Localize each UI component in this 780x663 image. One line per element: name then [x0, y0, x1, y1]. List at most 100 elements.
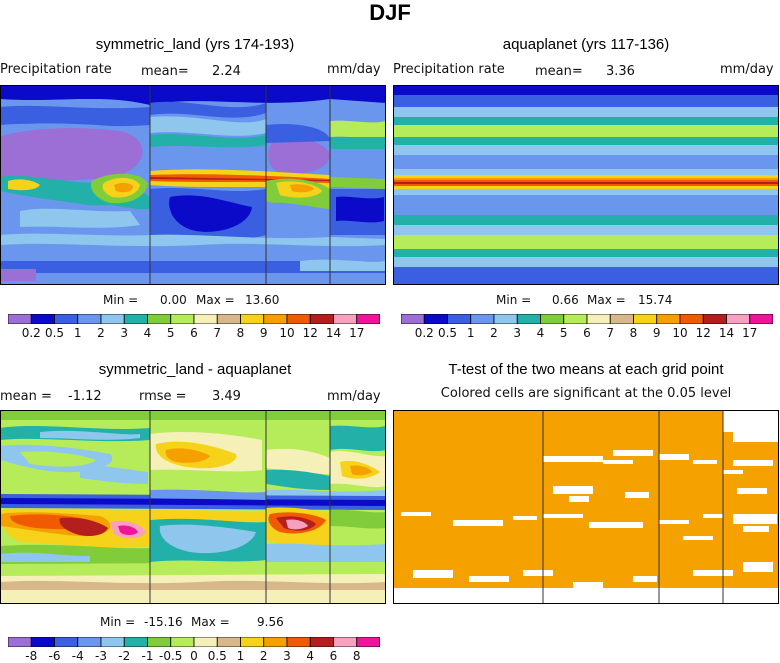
colorbar-box: [633, 314, 658, 324]
colorbar-tick-label: 8: [236, 326, 245, 340]
colorbar-box: [470, 314, 495, 324]
panel2-heatmap: [393, 85, 779, 285]
panel3-max-label: Max =: [191, 615, 230, 629]
colorbar-tick-label: 2: [259, 649, 268, 663]
colorbar-box: [30, 637, 55, 647]
colorbar-tick-label: 12: [302, 326, 318, 340]
panel1-contours: [0, 85, 386, 285]
panel1-max-value: 13.60: [245, 293, 280, 307]
colorbar-box: [309, 637, 334, 647]
colorbar-tick-label: 2: [490, 326, 498, 340]
colorbar-tick-label: 6: [583, 326, 591, 340]
colorbar-tick-label: -3: [95, 649, 107, 663]
colorbar-tick-label: 4: [143, 326, 152, 340]
colorbar-tick-label: 0.5: [44, 326, 65, 340]
colorbar-box: [123, 314, 148, 324]
colorbar-box: [170, 314, 195, 324]
colorbar-box: [356, 314, 380, 324]
panel1-units: mm/day: [327, 62, 381, 77]
colorbar-tick-label: 0.5: [437, 326, 458, 340]
panel4-significance-map: [393, 410, 779, 604]
colorbar-box: [423, 314, 448, 324]
colorbar-box: [193, 637, 218, 647]
panel2-mean-value: 3.36: [606, 64, 635, 79]
colorbar-tick-label: -1: [141, 649, 154, 663]
colorbar-box: [563, 314, 588, 324]
colorbar-tick-label: 3: [120, 326, 129, 340]
panel1-colorbar: [8, 314, 380, 324]
panel2-variable-label: Precipitation rate: [393, 62, 505, 77]
panel3-contours: [0, 410, 386, 604]
panel3-rmse-value: 3.49: [212, 389, 241, 404]
colorbar-tick-label: 5: [166, 326, 175, 340]
colorbar-box: [147, 637, 172, 647]
colorbar-box: [333, 314, 358, 324]
colorbar-box: [586, 314, 611, 324]
colorbar-tick-label: 3: [513, 326, 522, 340]
colorbar-box: [609, 314, 634, 324]
colorbar-tick-label: 1: [236, 649, 245, 663]
panel2-title: aquaplanet (yrs 117-136): [502, 36, 670, 53]
colorbar-box: [170, 637, 195, 647]
colorbar-tick-label: 7: [213, 326, 222, 340]
colorbar-box: [77, 637, 102, 647]
panel3-heatmap: [0, 410, 386, 604]
colorbar-tick-label: 1: [73, 326, 82, 340]
colorbar-tick-label: 8: [629, 326, 638, 340]
panel1-min-label: Min =: [103, 293, 139, 307]
colorbar-tick-label: 2: [97, 326, 105, 340]
colorbar-box: [356, 637, 380, 647]
panel1-max-label: Max =: [196, 293, 235, 307]
colorbar-box: [193, 314, 218, 324]
colorbar-tick-label: 9: [259, 326, 268, 340]
colorbar-box: [100, 637, 125, 647]
panel3-title: symmetric_land - aquaplanet: [98, 361, 292, 378]
colorbar-box: [702, 314, 727, 324]
panel1-mean-label: mean=: [141, 64, 189, 79]
colorbar-box: [540, 314, 565, 324]
colorbar-box: [30, 314, 55, 324]
colorbar-box: [123, 637, 148, 647]
colorbar-tick-label: 4: [536, 326, 545, 340]
panel4-insignificant-cells: [393, 410, 779, 604]
colorbar-tick-label: -0.5: [159, 649, 183, 663]
panel3-mean-label: mean =: [0, 389, 52, 404]
colorbar-tick-label: 6: [329, 649, 338, 663]
panel1-min-value: 0.00: [160, 293, 187, 307]
panel3-min-label: Min =: [100, 615, 136, 629]
colorbar-tick-label: 8: [352, 649, 361, 663]
panel3-min-value: -15.16: [144, 615, 183, 629]
colorbar-tick-label: 17: [742, 326, 758, 340]
panel1-mean-value: 2.24: [212, 64, 241, 79]
colorbar-box: [749, 314, 773, 324]
colorbar-tick-label: -6: [48, 649, 61, 663]
colorbar-box: [286, 637, 311, 647]
panel2-max-value: 15.74: [638, 293, 673, 307]
panel2-colorbar: [401, 314, 773, 324]
panel3-colorbar: [8, 637, 380, 647]
panel2-mean-label: mean=: [535, 64, 583, 79]
colorbar-tick-label: 1: [466, 326, 475, 340]
colorbar-box: [333, 637, 358, 647]
colorbar-box: [286, 314, 311, 324]
panel1-variable-label: Precipitation rate: [0, 62, 112, 77]
colorbar-tick-label: -2: [118, 649, 131, 663]
colorbar-tick-label: 10: [672, 326, 688, 340]
colorbar-box: [493, 314, 518, 324]
panel2-min-label: Min =: [496, 293, 532, 307]
colorbar-tick-label: 10: [279, 326, 295, 340]
colorbar-box: [447, 314, 472, 324]
colorbar-tick-label: 17: [349, 326, 365, 340]
panel3-max-value: 9.56: [257, 615, 284, 629]
colorbar-box: [8, 314, 32, 324]
colorbar-box: [656, 314, 681, 324]
panel3-rmse-label: rmse =: [139, 389, 187, 404]
colorbar-box: [54, 637, 79, 647]
panel1-title: symmetric_land (yrs 174-193): [95, 36, 295, 53]
colorbar-box: [8, 637, 32, 647]
colorbar-tick-label: 9: [652, 326, 661, 340]
colorbar-box: [263, 637, 288, 647]
panel1-heatmap: [0, 85, 386, 285]
colorbar-tick-label: -8: [25, 649, 38, 663]
colorbar-box: [100, 314, 125, 324]
